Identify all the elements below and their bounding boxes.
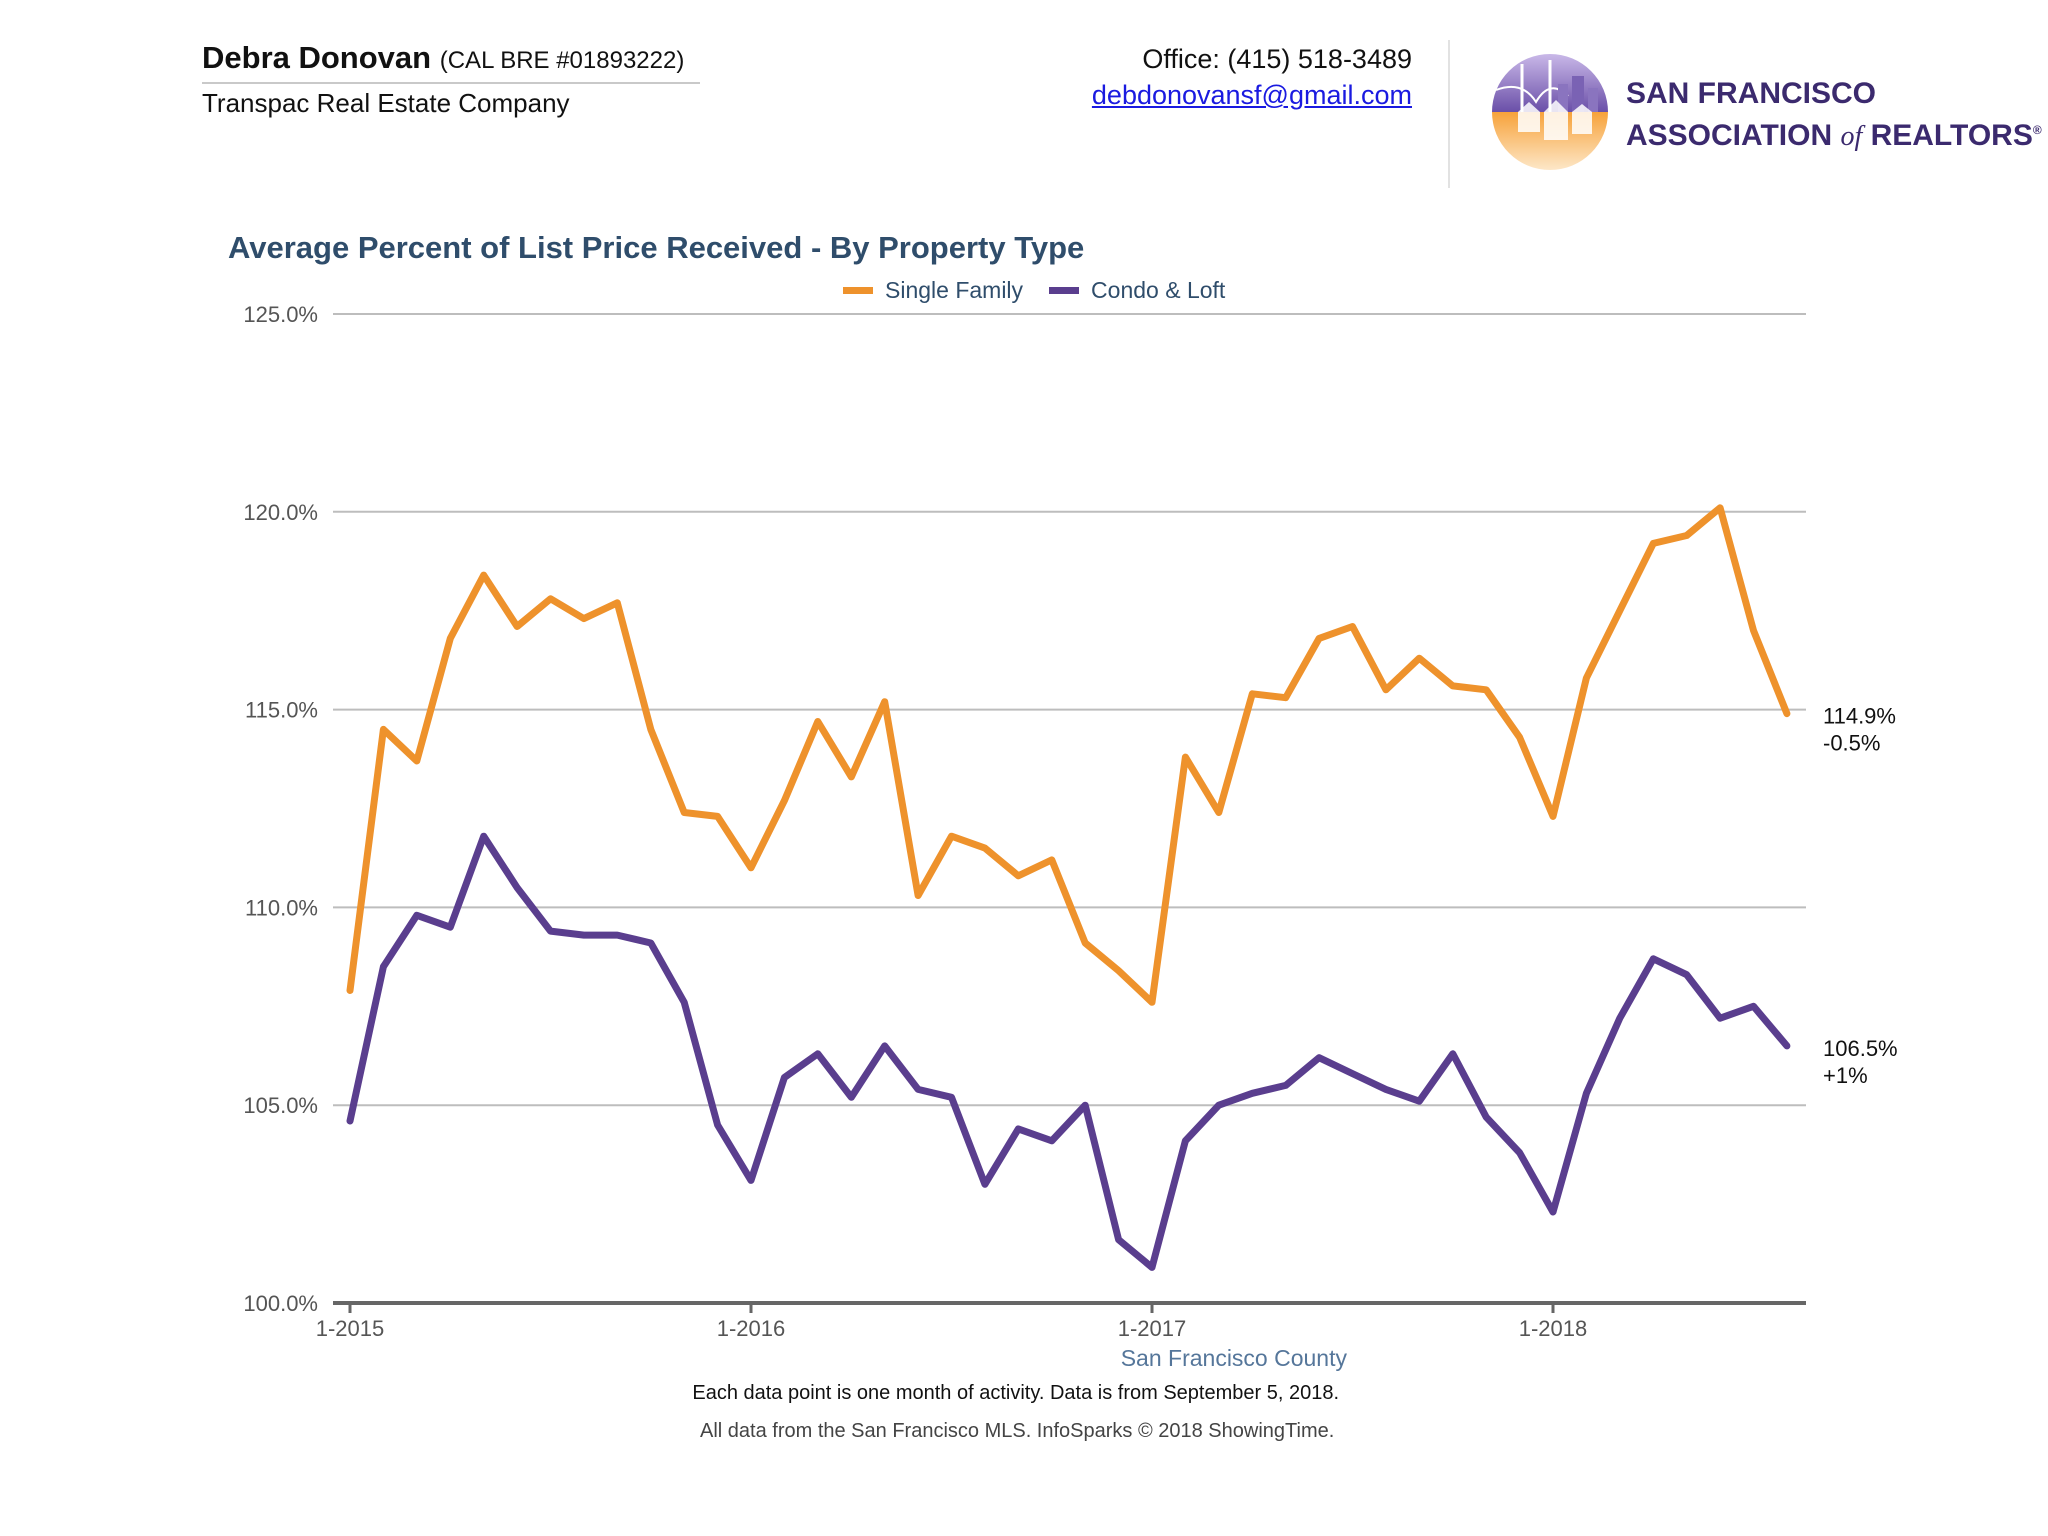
company-name: Transpac Real Estate Company (202, 88, 570, 118)
series-line-condo-loft (346, 832, 1791, 1271)
y-tick-label: 100.0% (243, 1291, 318, 1316)
y-tick-label: 115.0% (245, 698, 318, 723)
y-tick-label: 105.0% (243, 1093, 318, 1118)
chart-legend: Single Family Condo & Loft (843, 275, 1251, 305)
sfar-logo-text: San Francisco Association of Realtors® (1626, 76, 2042, 155)
x-tick-label: 1-2016 (717, 1316, 786, 1341)
y-tick-label: 125.0% (243, 302, 318, 327)
legend-label-condo-loft: Condo & Loft (1091, 276, 1226, 303)
agent-license: (CAL BRE #01893222) (439, 47, 685, 74)
agent-name-line: Debra Donovan (CAL BRE #01893222) (202, 40, 684, 76)
logo-line-1: San Francisco (1626, 77, 1877, 110)
end-change-label: -0.5% (1823, 731, 1880, 756)
chart-title: Average Percent of List Price Received -… (228, 230, 1085, 265)
logo-registered-mark: ® (2032, 123, 2042, 137)
x-tick-label: 1-2018 (1519, 1316, 1588, 1341)
y-tick-label: 120.0% (243, 500, 318, 525)
end-value-label: 114.9% (1823, 704, 1896, 729)
legend-label-single-family: Single Family (885, 276, 1024, 303)
page-header: Debra Donovan (CAL BRE #01893222) Transp… (0, 0, 2048, 200)
name-divider (202, 82, 700, 84)
office-phone: Office: (415) 518-3489 (1142, 44, 1412, 74)
x-tick-label: 1-2015 (316, 1316, 385, 1341)
x-tick-label: 1-2017 (1118, 1316, 1187, 1341)
logo-realtors: Realtors (1870, 119, 2033, 152)
legend-swatch-single-family (843, 286, 873, 294)
source-credit: All data from the San Francisco MLS. Inf… (700, 1420, 1335, 1442)
end-value-label: 106.5% (1823, 1036, 1898, 1061)
region-label: San Francisco County (1120, 1345, 1347, 1371)
legend-item-single-family: Single Family (843, 277, 1023, 304)
data-note: Each data point is one month of activity… (692, 1382, 1339, 1404)
sfar-logo-icon (1492, 54, 1608, 170)
logo-of: of (1840, 121, 1863, 152)
legend-swatch-condo-loft (1049, 286, 1080, 294)
header-divider (1448, 40, 1450, 188)
series-line-single-family (346, 504, 1791, 1006)
agent-name: Debra Donovan (202, 40, 432, 75)
logo-line-2: Association of Realtors® (1626, 112, 2042, 155)
legend-item-condo-loft: Condo & Loft (1049, 277, 1225, 304)
end-change-label: +1% (1823, 1063, 1868, 1088)
email-link[interactable]: debdonovansf@gmail.com (1091, 80, 1412, 110)
logo-association: Association (1626, 119, 1833, 152)
y-tick-label: 110.0% (245, 895, 318, 920)
